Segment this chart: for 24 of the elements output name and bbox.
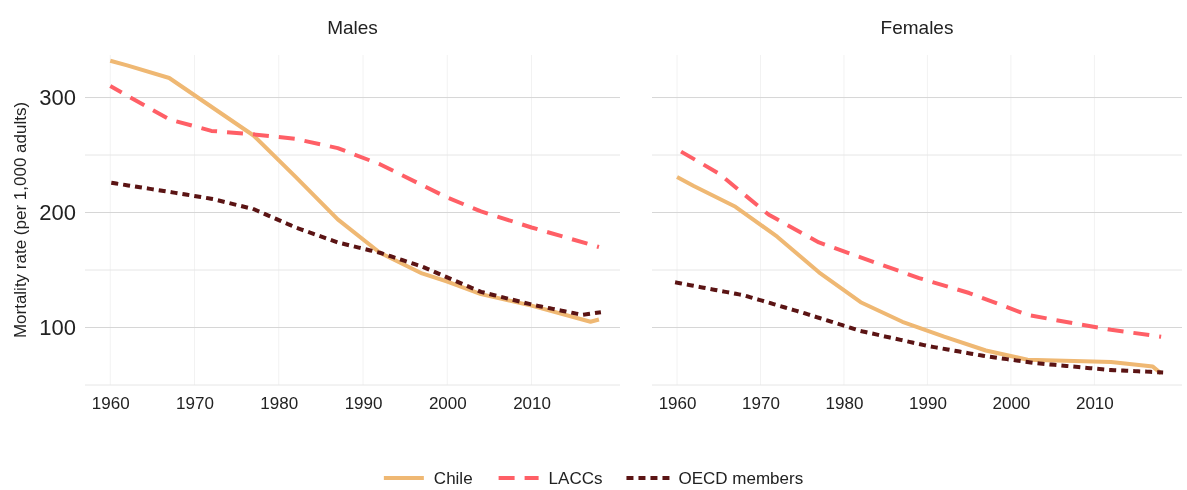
chart-title: Females — [880, 17, 954, 38]
x-tick-label: 2010 — [513, 394, 551, 414]
x-tick-label: 1980 — [260, 394, 299, 414]
x-tick-label: 1980 — [825, 394, 864, 414]
line-series — [108, 58, 601, 324]
y-tick-label: 100 — [39, 315, 76, 341]
x-tick-label: 2010 — [1075, 394, 1114, 414]
x-tick-label: 1960 — [91, 394, 130, 414]
line-series — [108, 180, 601, 317]
x-tick-label: 2000 — [428, 394, 467, 414]
y-tick-label: 300 — [39, 85, 76, 111]
chart-title: Males — [327, 17, 378, 38]
legend-label: Chile — [433, 469, 473, 488]
x-tick-label: 1970 — [176, 394, 214, 414]
x-tick-label: 1990 — [909, 394, 947, 414]
x-tick-label: 2000 — [992, 394, 1031, 414]
x-tick-label: 1960 — [658, 394, 697, 414]
legend-label: LACCs — [548, 469, 603, 488]
x-tick-label: 1970 — [742, 394, 780, 414]
x-tick-label: 1990 — [344, 394, 383, 414]
y-tick-label: 200 — [39, 200, 76, 226]
y-axis-title: Mortality rate (per 1,000 adults) — [11, 101, 30, 339]
legend-label: OECD members — [678, 469, 804, 488]
line-series — [108, 84, 601, 250]
